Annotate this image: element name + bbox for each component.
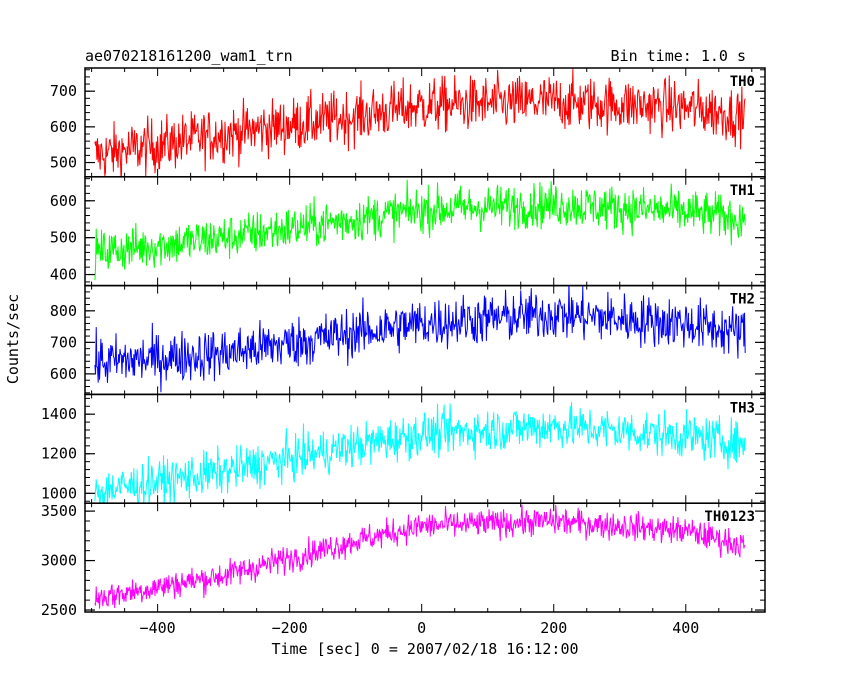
panels-group: 500 600 700 TH0 400 500 600 TH1 600 700 800 TH2 1000… xyxy=(41,67,766,619)
x-tick-label: −400 xyxy=(140,619,176,637)
panel-label-th2: TH2 xyxy=(730,292,755,308)
x-tick-label: 0 xyxy=(417,619,426,637)
y-tick-label: 700 xyxy=(50,333,77,351)
panel-label-th0: TH0 xyxy=(730,74,755,90)
series-line-th1 xyxy=(94,179,746,281)
series-line-th0 xyxy=(94,68,746,177)
x-tick-label: 400 xyxy=(672,619,699,637)
y-tick-label: 2500 xyxy=(41,601,77,619)
y-tick-label: 1200 xyxy=(41,445,77,463)
series-line-th0123 xyxy=(94,504,746,609)
panel-label-th3: TH3 xyxy=(730,400,755,416)
y-tick-label: 800 xyxy=(50,302,77,320)
y-tick-label: 600 xyxy=(50,192,77,210)
panel-th0123: 2500 3000 3500 TH0123 xyxy=(41,502,766,619)
bin-time-label: Bin time: 1.0 s xyxy=(611,47,746,65)
y-axis-label: Counts/sec xyxy=(4,294,22,384)
panel-label-th0123: TH0123 xyxy=(704,509,755,525)
panel-frame xyxy=(84,502,766,613)
y-tick-label: 3000 xyxy=(41,552,77,570)
x-tick-label: 200 xyxy=(540,619,567,637)
y-tick-label: 500 xyxy=(50,154,77,172)
y-tick-label: 400 xyxy=(50,266,77,284)
series-line-th2 xyxy=(94,285,746,393)
x-axis-label: Time [sec] 0 = 2007/02/18 16:12:00 xyxy=(271,640,578,658)
y-tick-label: 1000 xyxy=(41,484,77,502)
y-tick-label: 700 xyxy=(50,82,77,100)
series-line-th3 xyxy=(94,401,746,504)
x-axis: −400 −200 0 200 400 xyxy=(140,619,700,637)
x-tick-label: −200 xyxy=(272,619,308,637)
panel-th3: 1000 1200 1400 TH3 xyxy=(41,393,766,504)
panel-th2: 600 700 800 TH2 xyxy=(50,284,766,396)
y-tick-label: 600 xyxy=(50,365,77,383)
panel-th1: 400 500 600 TH1 xyxy=(50,176,766,287)
panel-th0: 500 600 700 TH0 xyxy=(50,67,766,178)
y-tick-label: 3500 xyxy=(41,502,77,520)
y-tick-label: 1400 xyxy=(41,405,77,423)
y-tick-label: 600 xyxy=(50,118,77,136)
y-tick-label: 500 xyxy=(50,229,77,247)
panel-label-th1: TH1 xyxy=(730,183,755,199)
chart-title: ae070218161200_wam1_trn xyxy=(85,47,293,65)
panel-frame xyxy=(84,284,766,396)
